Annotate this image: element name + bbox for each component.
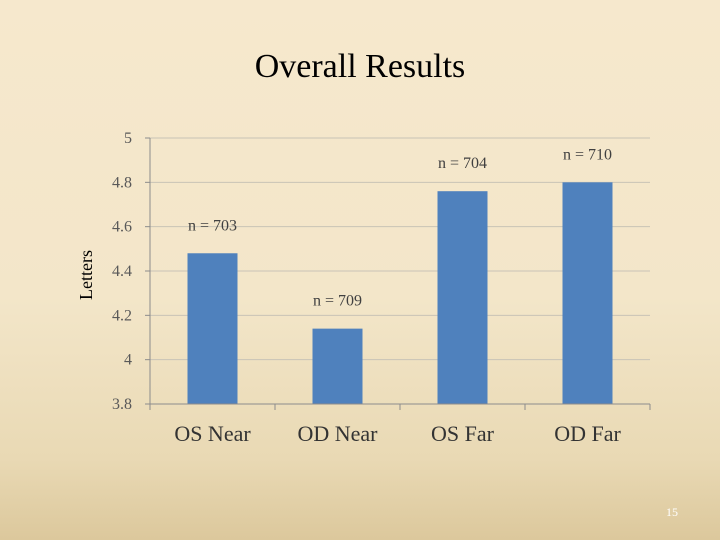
page-number: 15	[666, 505, 678, 519]
bar-os-near	[187, 253, 238, 404]
y-tick-label: 5	[124, 130, 132, 147]
data-label: n = 710	[563, 146, 612, 163]
bar-od-near	[312, 328, 363, 404]
y-tick-label: 4	[124, 352, 132, 369]
bars	[187, 182, 613, 404]
bar-os-far	[437, 191, 488, 404]
bar-od-far	[562, 182, 613, 404]
axes	[145, 137, 651, 410]
x-tick-label: OS Far	[431, 421, 495, 446]
chart-title: Overall Results	[254, 48, 466, 85]
y-tick-label: 4.6	[112, 219, 132, 236]
y-tick-label: 3.8	[112, 396, 132, 413]
x-tick-label: OS Near	[174, 421, 251, 446]
y-tick-label: 4.2	[112, 307, 132, 324]
data-label: n = 704	[438, 155, 487, 172]
data-label: n = 709	[313, 293, 362, 310]
x-tick-label: OD Far	[554, 421, 621, 446]
labels: 3.8 4 4.2 4.4 4.6 4.8 5 OS Near n = 703 OD Near n …	[112, 130, 621, 446]
y-tick-label: 4.8	[112, 174, 132, 191]
y-tick-label: 4.4	[112, 263, 132, 280]
data-label: n = 703	[188, 217, 237, 234]
x-tick-label: OD Near	[297, 421, 378, 446]
y-axis-label: Letters	[76, 250, 96, 300]
